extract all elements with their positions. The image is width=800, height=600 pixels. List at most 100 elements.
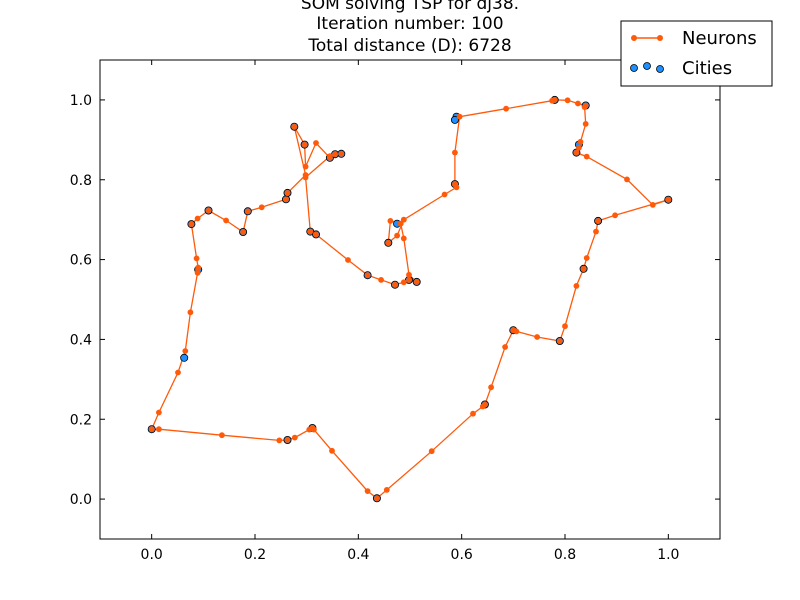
neuron-point xyxy=(187,309,194,316)
city-point xyxy=(450,115,459,124)
neuron-point xyxy=(400,216,407,223)
neuron-point xyxy=(306,426,313,433)
neuron-point xyxy=(503,105,509,112)
neuron-point xyxy=(188,221,195,228)
neuron-point xyxy=(364,488,371,494)
x-tick-label: 0.2 xyxy=(244,547,266,563)
neuron-point xyxy=(313,231,319,238)
neuron-point xyxy=(564,97,571,104)
neuron-point xyxy=(510,327,517,334)
neuron-point xyxy=(392,281,398,288)
x-tick-label: 0.8 xyxy=(554,547,576,563)
title-line-2: Iteration number: 100 xyxy=(316,14,503,34)
neuron-point xyxy=(329,447,335,454)
neuron-point xyxy=(387,218,394,224)
neuron-point xyxy=(148,426,155,433)
neuron-point xyxy=(283,196,289,203)
neuron-point xyxy=(313,140,319,146)
neuron-point xyxy=(302,174,309,181)
x-tick-label: 1.0 xyxy=(657,547,679,563)
neuron-point xyxy=(488,384,494,391)
neuron-point xyxy=(383,487,390,493)
neuron-point xyxy=(195,264,202,271)
neuron-point xyxy=(413,279,420,285)
neuron-point xyxy=(406,277,412,283)
neuron-point xyxy=(156,426,162,433)
plot-frame xyxy=(99,59,721,540)
neuron-point xyxy=(428,448,435,455)
legend-neurons-label: Neurons xyxy=(682,28,757,49)
neuron-point xyxy=(194,269,201,276)
neuron-point xyxy=(583,153,590,160)
neuron-point xyxy=(364,272,371,279)
neuron-point xyxy=(302,163,309,170)
neuron-point xyxy=(581,104,588,110)
title-line-1: SOM solving TSP for dj38. xyxy=(301,0,519,14)
neuron-point xyxy=(593,228,599,235)
neuron-point xyxy=(580,265,587,272)
neuron-point xyxy=(301,141,308,148)
legend-neurons-marker xyxy=(631,35,637,41)
neuron-point xyxy=(573,149,580,156)
neuron-point xyxy=(400,235,407,242)
y-tick-label: 0.6 xyxy=(70,253,92,269)
neuron-point xyxy=(276,437,283,444)
y-tick-label: 1.0 xyxy=(70,93,92,109)
legend-box xyxy=(620,20,773,87)
neuron-point xyxy=(583,255,590,261)
neuron-point xyxy=(595,218,601,224)
chart-title: SOM solving TSP for dj38. Iteration numb… xyxy=(301,0,519,56)
neuron-point xyxy=(551,97,558,103)
neuron-point xyxy=(397,220,404,227)
neuron-point xyxy=(291,434,298,441)
neuron-point xyxy=(219,432,225,439)
neuron-point xyxy=(406,271,412,278)
neuron-point xyxy=(576,144,582,151)
neuron-point xyxy=(194,215,201,222)
neuron-path-line xyxy=(151,99,669,500)
title-line-3: Total distance (D): 6728 xyxy=(307,36,511,56)
neuron-point xyxy=(502,344,508,350)
neuron-point xyxy=(452,181,458,188)
neuron-point xyxy=(284,437,291,443)
x-tick-label: 0.0 xyxy=(141,547,163,563)
neuron-point xyxy=(378,277,384,283)
neuron-point xyxy=(394,232,400,239)
neuron-point xyxy=(582,121,589,127)
neuron-point xyxy=(307,228,314,235)
legend-cities-marker xyxy=(643,62,651,70)
y-tick-label: 0.8 xyxy=(70,173,92,189)
legend-neurons-marker xyxy=(657,35,663,41)
y-tick-label: 0.2 xyxy=(70,412,92,428)
neuron-point xyxy=(470,410,476,417)
neuron-point xyxy=(575,100,581,107)
legend-cities-label: Cities xyxy=(682,58,732,79)
neuron-point xyxy=(556,338,563,344)
neuron-point xyxy=(240,229,247,235)
neuron-point xyxy=(400,279,407,286)
legend: Neurons Cities xyxy=(620,20,773,87)
neuron-point xyxy=(665,196,672,203)
neuron-point xyxy=(291,123,298,130)
x-tick-label: 0.4 xyxy=(347,547,369,563)
neuron-point xyxy=(612,212,618,219)
neuron-point xyxy=(345,257,351,263)
neuron-point xyxy=(374,495,380,502)
y-tick-label: 0.4 xyxy=(70,332,92,348)
neuron-point xyxy=(573,283,580,289)
neuron-point xyxy=(175,369,181,376)
neuron-point xyxy=(338,150,345,157)
neuron-point xyxy=(205,207,212,214)
neuron-point xyxy=(441,191,448,198)
y-tick-label: 0.0 xyxy=(70,492,92,508)
city-point xyxy=(180,353,189,362)
neuron-point xyxy=(327,153,333,160)
neuron-point xyxy=(534,334,540,340)
neuron-point xyxy=(562,323,568,330)
neuron-point xyxy=(284,190,291,196)
legend-cities-marker xyxy=(656,65,664,73)
neuron-point xyxy=(258,204,265,211)
neuron-point xyxy=(244,208,251,215)
axis-ticks: 0.0 0.2 0.4 0.6 0.8 1.0 0.0 0.2 0.4 0.6 0.8 1.0 xyxy=(70,60,720,563)
